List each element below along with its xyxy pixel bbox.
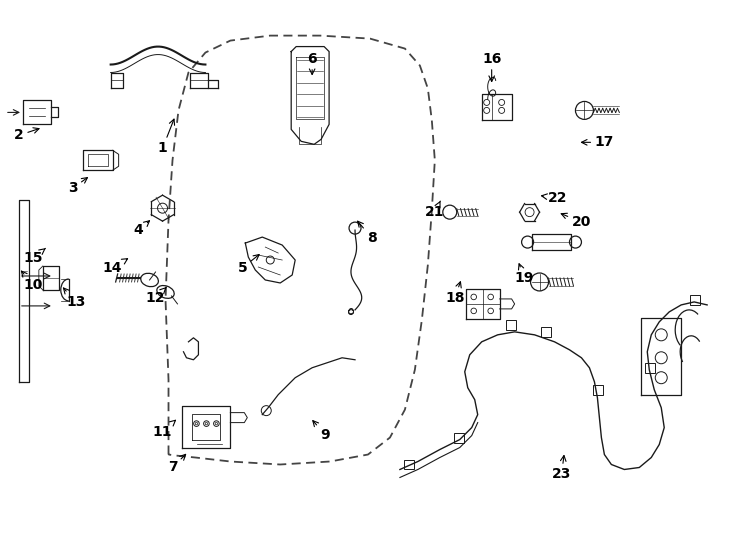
Bar [454,433,464,443]
Text: 12: 12 [146,287,167,305]
Bar [506,320,515,330]
Text: 18: 18 [445,282,465,305]
Text: 3: 3 [68,178,87,195]
Text: 16: 16 [482,51,501,82]
Text: 5: 5 [237,254,259,275]
Text: 19: 19 [515,264,534,285]
Bar [690,295,700,305]
Bar [645,363,655,373]
Text: 6: 6 [308,51,317,75]
Text: 10: 10 [21,271,43,292]
Text: 11: 11 [153,420,175,438]
Text: 13: 13 [63,288,85,309]
Text: 7: 7 [167,454,186,475]
Text: 1: 1 [158,119,175,156]
Bar [593,384,603,395]
Text: 14: 14 [103,259,128,275]
Text: 17: 17 [581,136,614,150]
Text: 22: 22 [542,191,567,205]
Text: 8: 8 [357,221,377,245]
Bar [540,327,550,337]
Text: 20: 20 [562,213,591,229]
Text: 4: 4 [134,221,150,237]
Text: 2: 2 [14,128,39,143]
Text: 23: 23 [552,456,571,482]
Text: 15: 15 [23,248,46,265]
Text: 9: 9 [313,421,330,442]
Text: 21: 21 [425,201,445,219]
Bar [404,460,414,469]
